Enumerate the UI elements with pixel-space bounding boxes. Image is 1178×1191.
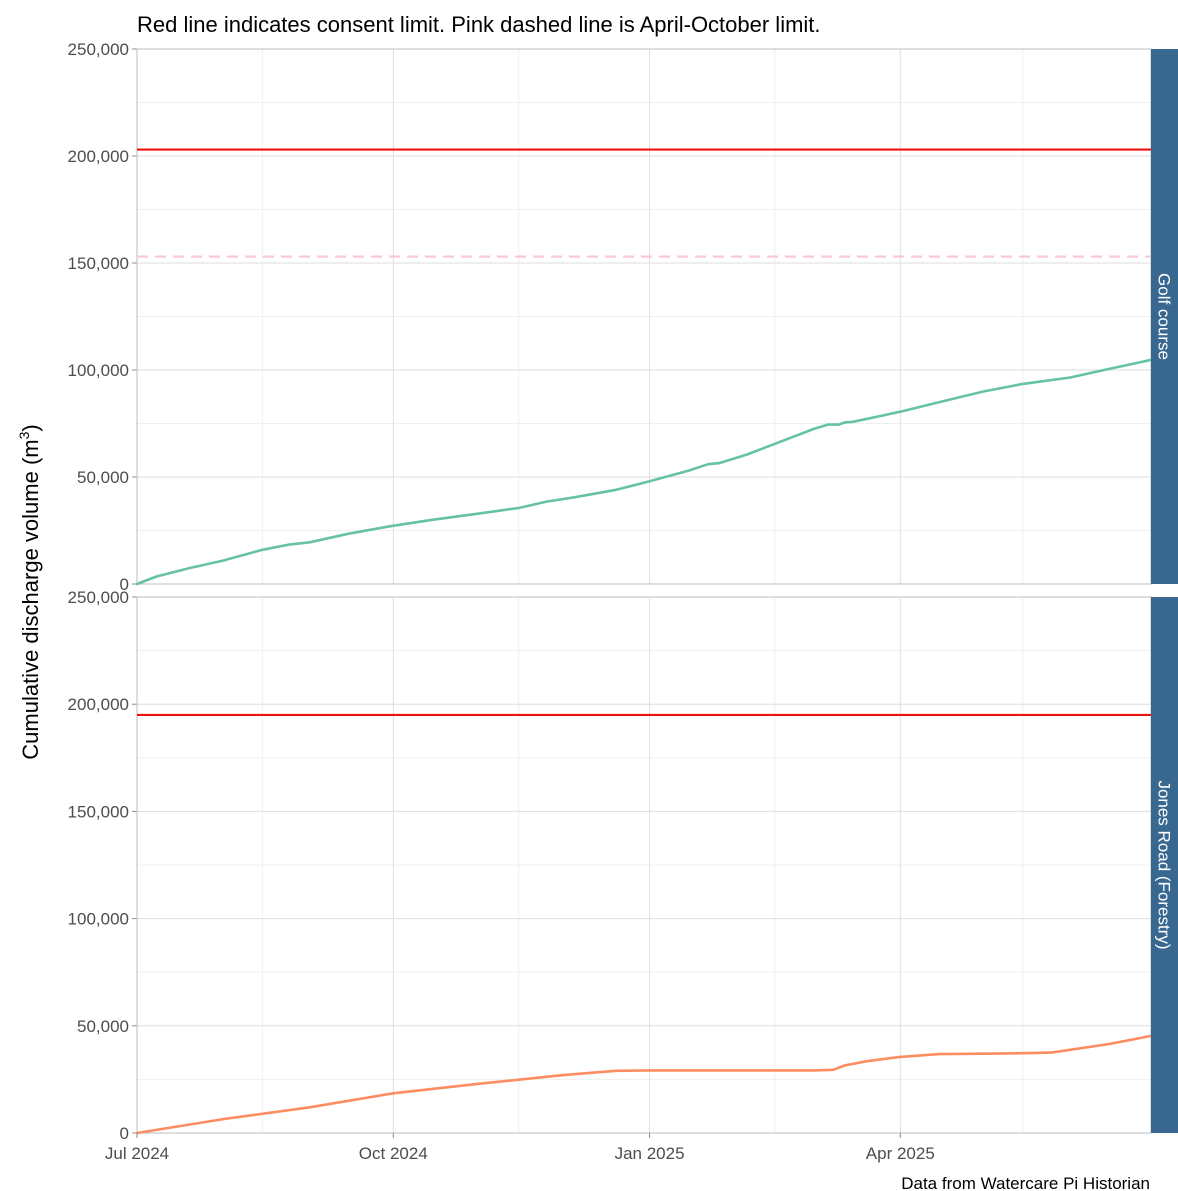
y-tick-label: 200,000 <box>68 147 129 166</box>
y-axis-title-superscript: 3 <box>16 431 32 439</box>
y-tick-label: 50,000 <box>77 468 129 487</box>
y-axis-title: Cumulative discharge volume (m3) <box>16 424 43 759</box>
y-axis-title-close: ) <box>18 424 43 431</box>
facet-strip-label: Golf course <box>1155 273 1174 360</box>
chart-subtitle: Red line indicates consent limit. Pink d… <box>137 12 821 37</box>
y-tick-label: 0 <box>120 1124 129 1143</box>
x-tick-label: Jul 2024 <box>105 1144 169 1163</box>
y-tick-label: 100,000 <box>68 910 129 929</box>
facet-strip <box>1151 597 1178 1133</box>
facet-panel-2: 0 50,000 100,000 150,000 200,000 250,000 Jones… <box>68 588 1178 1143</box>
x-axis: Jul 2024 Oct 2024 Jan 2025 Apr 2025 <box>105 1133 935 1163</box>
chart-caption: Data from Watercare Pi Historian <box>901 1174 1150 1191</box>
y-tick-label: 100,000 <box>68 361 129 380</box>
y-tick-label: 50,000 <box>77 1017 129 1036</box>
facet-panels: 0 50,000 100,000 150,000 200,000 250,000 Golf … <box>68 40 1178 1143</box>
y-tick-label: 0 <box>120 575 129 594</box>
y-tick-label: 150,000 <box>68 254 129 273</box>
facet-strip-label: Jones Road (Forestry) <box>1155 780 1174 949</box>
y-tick-label: 200,000 <box>68 695 129 714</box>
series-line-1 <box>135 352 1178 586</box>
facet-strip <box>1151 49 1178 584</box>
y-axis-title-text: Cumulative discharge volume (m <box>18 439 43 759</box>
series-line-2 <box>135 1029 1178 1135</box>
y-tick-label: 150,000 <box>68 802 129 821</box>
y-tick-label: 250,000 <box>68 588 129 607</box>
facet-panel-1: 0 50,000 100,000 150,000 200,000 250,000 Golf … <box>68 40 1178 594</box>
x-tick-label: Oct 2024 <box>359 1144 428 1163</box>
y-tick-label: 250,000 <box>68 40 129 59</box>
x-tick-label: Jan 2025 <box>615 1144 685 1163</box>
x-tick-label: Apr 2025 <box>866 1144 935 1163</box>
